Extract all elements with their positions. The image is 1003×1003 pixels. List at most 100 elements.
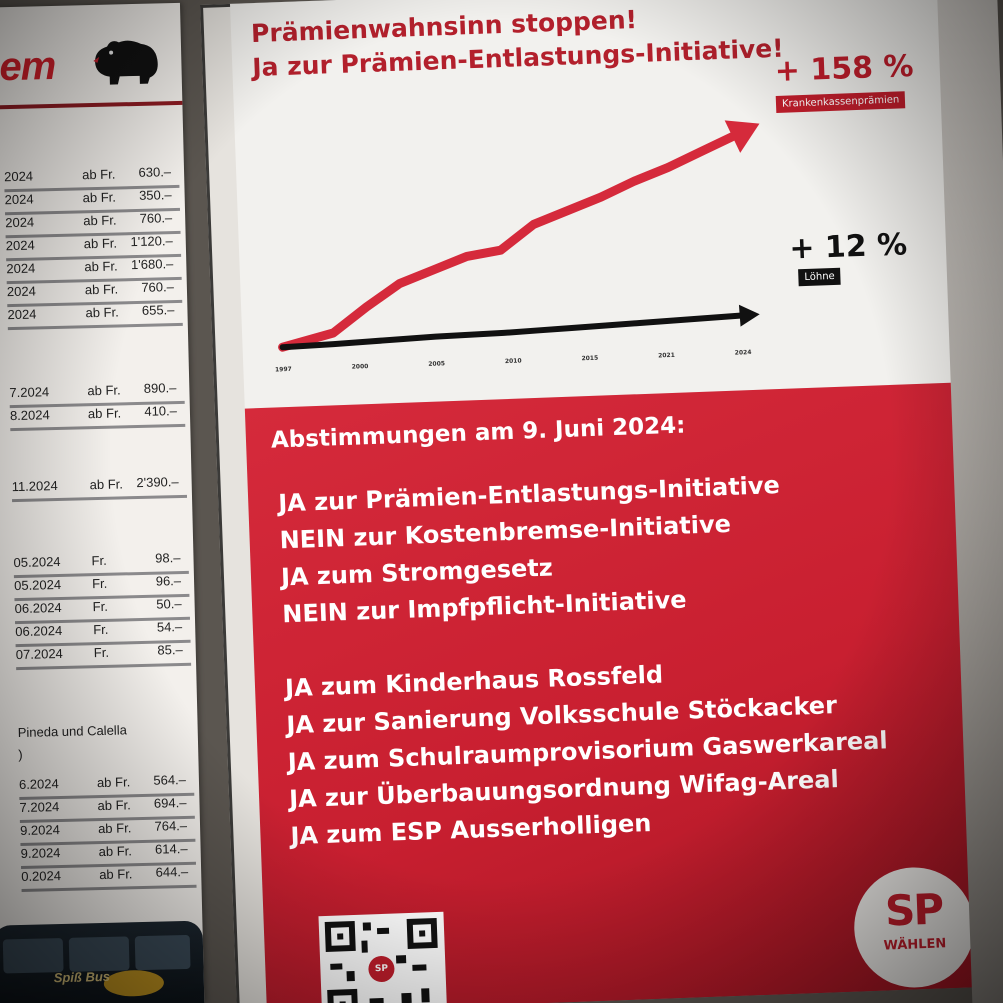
price-value: 410.– [144, 403, 178, 419]
qr-module [421, 988, 430, 1003]
qr-finder-pattern [324, 920, 356, 953]
header-divider [0, 100, 183, 110]
price-value: 50.– [156, 596, 182, 612]
price-prefix: ab Fr. [87, 405, 122, 422]
price-value: 890.– [143, 380, 177, 396]
travel-date: 7.2024 [9, 384, 50, 401]
price-value: 760.– [141, 279, 175, 295]
bus-window [134, 934, 191, 971]
price-prefix: ab Fr. [83, 235, 118, 252]
travel-date: 0.2024 [21, 868, 62, 885]
x-tick-label: 2005 [428, 360, 445, 368]
x-tick-label: 2015 [581, 355, 598, 363]
price-prefix: ab Fr. [84, 258, 118, 275]
qr-center-badge: SP [367, 955, 395, 983]
x-tick-label: 2000 [352, 363, 369, 371]
price-row: 07.2024 Fr. 85.– [15, 640, 192, 671]
qr-module [369, 997, 384, 1003]
price-value: 98.– [155, 550, 181, 566]
qr-module [361, 940, 368, 953]
travel-date: 06.2024 [15, 622, 63, 640]
price-value: 85.– [157, 641, 183, 658]
price-prefix: Fr. [91, 552, 107, 569]
price-prefix: ab Fr. [97, 820, 132, 837]
travel-date: 2024 [4, 191, 34, 208]
destination-note-continued: ) [18, 746, 23, 763]
travel-date: 6.2024 [18, 776, 59, 793]
travel-date: 2024 [7, 306, 37, 323]
wage-series-label: Löhne [798, 267, 842, 287]
travel-date: 2024 [5, 237, 35, 254]
travel-date: 9.2024 [20, 845, 61, 862]
price-prefix: ab Fr. [97, 797, 131, 814]
travel-date: 06.2024 [14, 599, 62, 617]
price-value: 644.– [155, 863, 189, 880]
premium-increase-value: + 158 % [774, 48, 915, 89]
coach-bus-photo: Spiß Bus [0, 920, 205, 1003]
price-value: 760.– [139, 210, 173, 226]
sp-logo-subtext: WÄHLEN [883, 936, 947, 954]
qr-module [395, 955, 407, 964]
premium-series-line [278, 130, 740, 352]
price-prefix: ab Fr. [84, 281, 119, 298]
x-tick-label: 2024 [735, 349, 752, 357]
price-row: 0.2024 ab Fr. 644.– [21, 862, 197, 893]
price-value: 564.– [153, 771, 187, 788]
qr-finder-pattern [327, 988, 359, 1003]
price-prefix: Fr. [91, 575, 108, 592]
price-prefix: ab Fr. [89, 476, 124, 493]
qr-module [401, 992, 412, 1003]
qr-finder-pattern [406, 917, 438, 950]
bus-window [68, 936, 130, 972]
travel-date: 05.2024 [13, 553, 61, 571]
premium-vs-wage-chart: 1997 2000 2005 2010 2015 2021 2024 [275, 120, 760, 374]
wage-increase-value: + 12 % [788, 227, 908, 267]
travel-date: 8.2024 [9, 407, 50, 424]
travel-date: 9.2024 [19, 822, 61, 839]
qr-module [330, 963, 343, 970]
travel-date: 2024 [5, 214, 35, 231]
qr-module [412, 964, 427, 971]
price-value: 694.– [153, 794, 187, 811]
price-value: 764.– [154, 817, 188, 834]
travel-date: 07.2024 [15, 645, 63, 663]
sp-logo-text: SP [884, 884, 944, 936]
travel-date: 11.2024 [11, 478, 58, 495]
bus-window [2, 938, 64, 974]
qr-module [346, 970, 355, 982]
travel-date: 05.2024 [13, 576, 62, 594]
price-value: 630.– [138, 164, 172, 180]
price-prefix: ab Fr. [87, 382, 121, 399]
travel-date: 2024 [6, 283, 37, 300]
sp-campaign-poster: Prämienwahnsinn stoppen! Ja zur Prämien-… [200, 0, 997, 1003]
price-row: 2024 ab Fr. 655.– [7, 300, 183, 331]
price-row: 8.2024 ab Fr. 410.– [9, 401, 186, 432]
price-prefix: ab Fr. [99, 866, 133, 883]
price-value: 350.– [138, 187, 172, 203]
bus-brand-text: Spiß Bus [53, 968, 111, 986]
qr-module [362, 922, 372, 931]
travel-date: 2024 [3, 168, 34, 185]
bus-livery-swoosh [103, 969, 165, 998]
price-row: 11.2024 ab Fr. 2'390.– [11, 472, 188, 503]
qr-module [376, 927, 390, 935]
bear-icon [93, 40, 158, 85]
price-prefix: Fr. [93, 621, 109, 638]
travel-date: 2024 [6, 260, 36, 277]
price-value: 1'120.– [130, 233, 173, 250]
price-value: 614.– [154, 840, 188, 857]
price-value: 96.– [155, 573, 182, 589]
travel-date: 7.2024 [19, 799, 60, 816]
destination-note: Pineda und Calella [17, 722, 128, 741]
travel-price-sheet: em 2024 ab Fr. 630.– 2024 ab Fr. 350.– 2024 ab … [0, 2, 205, 1003]
travel-company-logo: em [0, 43, 56, 90]
price-prefix: ab Fr. [81, 166, 116, 183]
price-prefix: ab Fr. [96, 774, 131, 791]
x-tick-label: 2021 [658, 352, 675, 360]
price-prefix: ab Fr. [83, 212, 117, 229]
qr-code[interactable]: SP [318, 911, 448, 1003]
x-tick-label: 1997 [275, 366, 292, 374]
price-value: 1'680.– [130, 256, 174, 273]
price-prefix: ab Fr. [82, 189, 117, 206]
